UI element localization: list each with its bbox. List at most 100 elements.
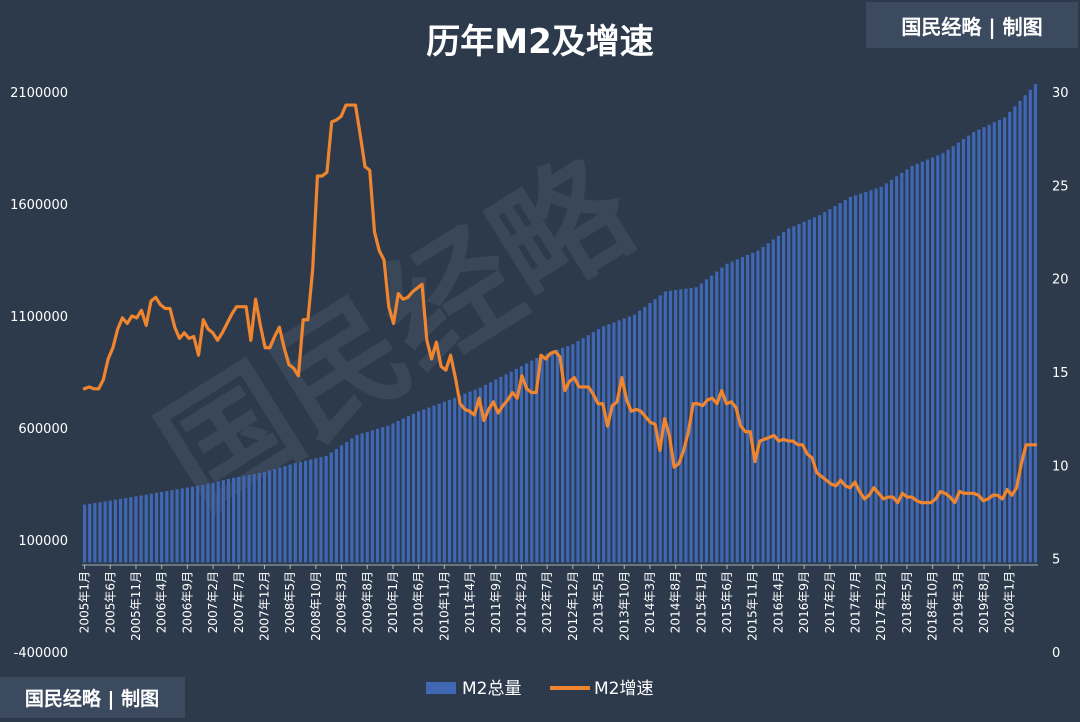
bar <box>345 441 349 563</box>
bar <box>704 279 709 563</box>
bar <box>329 452 333 563</box>
x-tick-label: 2017年2月 <box>823 571 837 633</box>
x-tick-label: 2007年12月 <box>257 571 271 641</box>
bar <box>453 397 457 563</box>
bar <box>781 232 786 563</box>
bar <box>170 490 174 563</box>
bar <box>684 288 688 563</box>
x-tick-label: 2010年1月 <box>386 571 400 633</box>
bar <box>632 314 637 563</box>
bar <box>560 347 565 563</box>
bar <box>309 459 313 563</box>
y-right-tick-label: 5 <box>1052 553 1060 568</box>
bar <box>334 448 339 563</box>
x-tick-label: 2008年5月 <box>283 571 297 633</box>
bar <box>838 203 842 563</box>
bar <box>201 484 205 563</box>
bar <box>82 504 87 563</box>
bar <box>303 460 308 563</box>
x-tick-label: 2014年8月 <box>669 571 683 633</box>
chart-title: 历年M2及增速 <box>426 22 654 62</box>
bar <box>463 393 467 563</box>
bar <box>108 500 112 563</box>
bar <box>961 139 966 563</box>
bar <box>596 329 601 563</box>
bar <box>859 193 863 563</box>
bar <box>519 366 524 563</box>
bar <box>925 159 930 563</box>
x-tick-label: 2010年6月 <box>412 571 426 633</box>
bar <box>283 466 287 563</box>
bar <box>987 124 991 563</box>
bar <box>149 493 153 563</box>
bar <box>915 163 919 563</box>
bar <box>221 480 225 563</box>
bar <box>920 161 924 563</box>
x-tick-label: 2012年2月 <box>514 571 528 633</box>
bar <box>360 433 364 563</box>
bar <box>417 411 421 563</box>
bar <box>180 488 184 563</box>
x-tick-label: 2013年10月 <box>617 571 631 641</box>
bar <box>483 384 488 563</box>
bar <box>509 371 513 563</box>
bar <box>293 463 297 563</box>
bar <box>468 391 472 563</box>
bar <box>154 492 159 563</box>
bar <box>895 176 899 563</box>
bar <box>504 374 508 563</box>
y-right-tick-label: 20 <box>1052 273 1069 288</box>
x-tick-label: 2008年10月 <box>309 571 323 641</box>
bar <box>740 257 745 563</box>
bar <box>889 179 894 563</box>
bar <box>216 481 220 563</box>
bar <box>88 503 92 563</box>
bar <box>339 445 344 563</box>
bar <box>391 423 395 563</box>
y-left-tick-label: -400000 <box>14 646 68 661</box>
bar <box>972 132 976 563</box>
bar <box>982 127 986 563</box>
bar <box>756 250 760 563</box>
bar <box>129 497 133 563</box>
bar <box>406 416 410 563</box>
bar <box>268 470 272 563</box>
bar <box>627 316 631 563</box>
bar <box>545 353 549 563</box>
bar <box>232 477 236 563</box>
bar <box>905 169 909 563</box>
bar <box>931 157 935 563</box>
bar <box>1008 111 1012 563</box>
badge-bottom-bg <box>0 677 185 718</box>
x-tick-label: 2012年7月 <box>540 571 554 633</box>
bar <box>941 153 945 563</box>
bar <box>319 457 323 563</box>
bar <box>674 290 678 563</box>
y-right-tick-label: 15 <box>1052 366 1069 381</box>
bar <box>884 183 888 563</box>
x-tick-label: 2011年9月 <box>489 571 503 633</box>
bar <box>761 246 765 563</box>
bar <box>113 499 118 563</box>
bar <box>550 351 554 563</box>
bar <box>478 387 482 563</box>
bar <box>555 349 560 563</box>
bar <box>386 425 390 563</box>
bar <box>817 215 822 563</box>
bar <box>375 428 380 563</box>
bar <box>828 209 832 563</box>
bar <box>422 409 426 563</box>
bar <box>437 403 441 563</box>
bars-layer <box>82 84 1038 563</box>
x-tick-label: 2015年11月 <box>746 571 760 641</box>
bar <box>144 494 148 563</box>
badge-top-bg <box>866 2 1078 48</box>
bar <box>977 129 981 563</box>
bar <box>720 267 724 563</box>
bar <box>797 224 801 563</box>
bar <box>612 322 616 563</box>
bar <box>869 190 873 563</box>
line-layer <box>82 103 1038 505</box>
bar <box>206 483 210 563</box>
